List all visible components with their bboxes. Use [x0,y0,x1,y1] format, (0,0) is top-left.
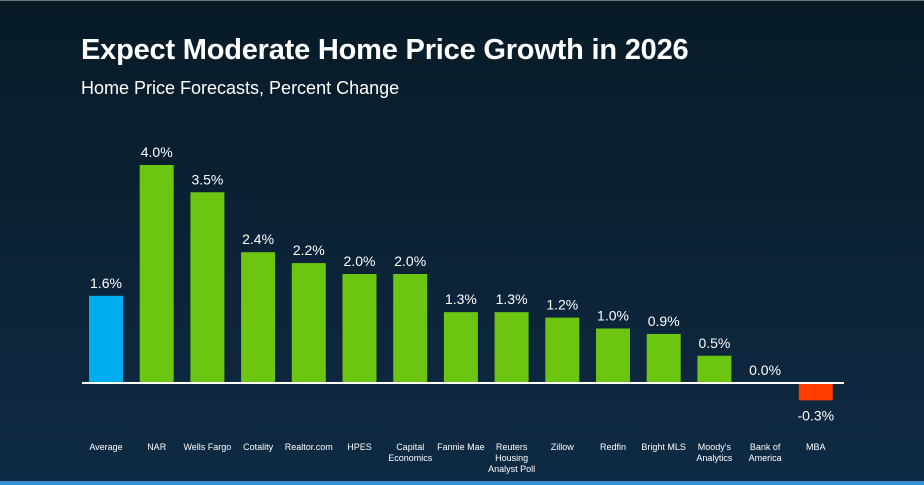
value-label-realtor-com: 2.2% [293,242,325,258]
category-labels-group: Average NAR Wells Fargo Cotality Realtor.com… [89,442,825,474]
value-label-reuters-housing-analyst-poll: 1.3% [496,291,528,307]
category-label-line: Analyst Poll [488,464,535,474]
category-label-bank-of-america: Bank of America [749,442,782,463]
value-label-moody-s-analytics: 0.5% [698,335,730,351]
category-label-line: Moody's [698,442,732,452]
category-label-line: Housing [495,453,528,463]
bar-reuters-housing-analyst-poll [494,312,529,383]
chart-title: Expect Moderate Home Price Growth in 202… [81,34,689,66]
value-label-fannie-mae: 1.3% [445,291,477,307]
category-label-hpes: HPES [347,442,372,452]
value-label-capital-economics: 2.0% [394,253,426,269]
value-label-bank-of-america: 0.0% [749,362,781,378]
category-label-cotality: Cotality [243,442,274,452]
category-label-line: HPES [347,442,372,452]
bars-group [89,165,833,401]
bar-hpes [342,274,377,383]
value-label-bright-mls: 0.9% [648,313,680,329]
bar-wells-fargo [190,192,225,383]
category-label-line: Bright MLS [641,442,686,452]
value-label-wells-fargo: 3.5% [191,171,223,187]
category-label-fannie-mae: Fannie Mae [437,442,485,452]
category-label-bright-mls: Bright MLS [641,442,686,452]
category-label-realtor-com: Realtor.com [285,442,333,452]
bar-fannie-mae [443,312,478,383]
category-label-line: Zillow [551,442,575,452]
category-label-line: Redfin [600,442,626,452]
category-label-redfin: Redfin [600,442,626,452]
category-label-line: Analytics [696,453,733,463]
bar-mba [798,384,833,401]
bottom-accent-border [0,481,924,485]
value-label-zillow: 1.2% [546,297,578,313]
value-labels-group: 1.6% 4.0% 3.5% 2.4% 2.2% 2.0% 2.0% 1.3% 1.3% 1.2%… [90,144,834,423]
bar-capital-economics [393,274,428,383]
category-label-nar: NAR [147,442,167,452]
category-label-line: Cotality [243,442,274,452]
category-label-line: Average [89,442,122,452]
bar-average [89,295,123,383]
category-label-wells-fargo: Wells Fargo [183,442,231,452]
category-label-average: Average [89,442,122,452]
bar-nar [139,165,174,383]
chart-subtitle: Home Price Forecasts, Percent Change [81,78,400,98]
value-label-average: 1.6% [90,275,122,291]
category-label-line: Bank of [750,442,781,452]
category-label-reuters-housing-analyst-poll: Reuters Housing Analyst Poll [488,442,535,474]
category-label-moody-s-analytics: Moody's Analytics [696,442,733,463]
bar-cotality [241,252,276,383]
category-label-line: America [749,453,782,463]
bar-moody-s-analytics [697,355,732,383]
category-label-line: Fannie Mae [437,442,485,452]
category-label-line: Realtor.com [285,442,333,452]
category-label-line: Wells Fargo [183,442,231,452]
bar-realtor-com [291,263,326,383]
top-border [0,0,924,1]
category-label-line: Economics [388,453,433,463]
value-label-mba: -0.3% [798,407,835,423]
value-label-redfin: 1.0% [597,308,629,324]
value-label-cotality: 2.4% [242,231,274,247]
category-label-line: NAR [147,442,167,452]
value-label-hpes: 2.0% [344,253,376,269]
category-label-zillow: Zillow [551,442,575,452]
category-label-capital-economics: Capital Economics [388,442,433,463]
category-label-line: Capital [396,442,424,452]
bar-zillow [545,317,580,383]
category-label-line: MBA [806,442,826,452]
category-label-mba: MBA [806,442,826,452]
category-label-line: Reuters [496,442,528,452]
value-label-nar: 4.0% [141,144,173,160]
bar-bright-mls [646,333,681,383]
bar-redfin [596,328,630,383]
